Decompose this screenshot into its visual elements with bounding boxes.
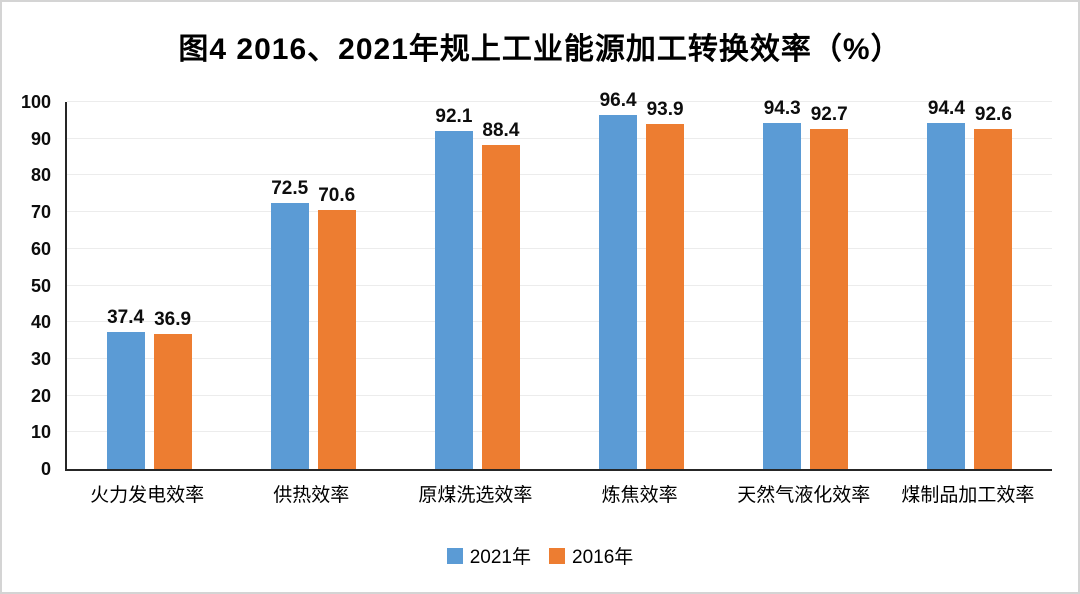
y-axis-tick-label: 50 xyxy=(30,275,51,296)
bar-value-label: 36.9 xyxy=(154,308,192,330)
category-label: 火力发电效率 xyxy=(90,485,205,506)
legend-swatch xyxy=(549,547,565,564)
gridline xyxy=(67,394,1052,396)
y-axis-tick-label: 40 xyxy=(30,312,51,333)
bar-group: 72.5 70.6 xyxy=(231,102,395,469)
bar-column: 92.7 xyxy=(810,103,849,469)
y-axis-tick-label: 90 xyxy=(30,128,51,149)
y-axis-tick-label: 10 xyxy=(30,422,51,443)
legend-label: 2021年 xyxy=(469,547,531,568)
bar-column: 37.4 xyxy=(106,306,145,469)
gridline xyxy=(67,247,1052,249)
chart-title: 图4 2016、2021年规上工业能源加工转换效率（%） xyxy=(178,33,902,66)
y-axis-tick-label: 100 xyxy=(20,92,51,112)
y-axis: 0 10 20 30 40 50 60 70 80 90 100 xyxy=(2,92,57,479)
bar-column: 36.9 xyxy=(153,308,192,469)
legend-label: 2016年 xyxy=(572,547,634,568)
bar-column: 70.6 xyxy=(317,184,356,469)
bar-value-label: 37.4 xyxy=(107,306,145,328)
bar-value-label: 96.4 xyxy=(599,90,637,112)
y-axis-tick-label: 60 xyxy=(30,238,51,259)
bar-group: 94.3 92.7 xyxy=(724,97,888,469)
bar-value-label: 70.6 xyxy=(318,184,356,206)
plot-area: 37.4 36.9 72.5 70.6 92.1 88.4 96.4 93.9 94.3 92.7… xyxy=(65,91,1052,471)
bar-column: 72.5 xyxy=(270,177,309,469)
bar-value-label: 72.5 xyxy=(271,177,309,199)
y-axis-tick-label: 20 xyxy=(30,385,51,406)
bar-2021年 xyxy=(434,131,473,469)
category-label: 原煤洗选效率 xyxy=(418,485,533,506)
category-label: 供热效率 xyxy=(273,485,350,506)
gridline xyxy=(67,321,1052,323)
bar-column: 92.1 xyxy=(434,106,473,469)
bar-group: 92.1 88.4 xyxy=(395,102,559,469)
bar-column: 94.4 xyxy=(927,97,966,469)
bar-2021年 xyxy=(763,122,802,469)
legend-swatch xyxy=(446,547,463,564)
y-axis-tick-label: 70 xyxy=(30,202,51,223)
legend-item: 2021年 xyxy=(446,542,531,569)
bar-value-label: 94.4 xyxy=(927,97,965,119)
bar-2016年 xyxy=(646,124,685,469)
gridline xyxy=(67,174,1052,176)
gridline xyxy=(67,284,1052,286)
gridline xyxy=(67,211,1052,213)
category-label: 炼焦效率 xyxy=(601,485,678,506)
bar-value-label: 92.6 xyxy=(974,104,1012,126)
bar-group: 96.4 93.9 xyxy=(560,91,724,469)
bar-value-label: 88.4 xyxy=(482,119,520,141)
bar-value-label: 92.7 xyxy=(810,103,848,125)
y-axis-tick-label: 0 xyxy=(40,459,51,479)
gridline xyxy=(67,137,1052,139)
category-label: 天然气液化效率 xyxy=(737,485,871,506)
legend-item: 2016年 xyxy=(549,542,633,569)
bar-2016年 xyxy=(317,209,356,469)
bar-2016年 xyxy=(153,333,192,469)
bar-column: 96.4 xyxy=(599,90,638,469)
gridline xyxy=(67,101,1052,102)
gridline xyxy=(67,357,1052,359)
legend: 2021年 2016年 xyxy=(2,542,1078,569)
bar-column: 94.3 xyxy=(763,97,802,469)
gridline xyxy=(67,431,1052,433)
bar-group: 94.4 92.6 xyxy=(888,97,1052,469)
bar-value-label: 94.3 xyxy=(763,97,801,119)
bar-2016年 xyxy=(810,128,849,469)
bar-2021年 xyxy=(270,202,309,469)
y-axis-tick-label: 30 xyxy=(30,348,51,369)
bar-column: 92.6 xyxy=(974,104,1013,469)
bar-value-label: 93.9 xyxy=(646,99,684,121)
category-label: 煤制品加工效率 xyxy=(901,485,1035,506)
bar-2021年 xyxy=(927,122,966,469)
bar-column: 88.4 xyxy=(481,119,520,469)
x-axis-labels: 火力发电效率 供热效率 原煤洗选效率 炼焦效率 天然气液化效率 煤制品加工效率 xyxy=(65,483,1050,513)
bar-2021年 xyxy=(106,331,145,469)
bar-2016年 xyxy=(974,129,1013,469)
bar-column: 93.9 xyxy=(646,99,685,469)
bar-group: 37.4 36.9 xyxy=(67,102,231,469)
bar-value-label: 92.1 xyxy=(435,106,473,127)
bar-2016年 xyxy=(481,144,520,469)
y-axis-tick-label: 80 xyxy=(30,165,51,186)
bar-2021年 xyxy=(599,115,638,469)
